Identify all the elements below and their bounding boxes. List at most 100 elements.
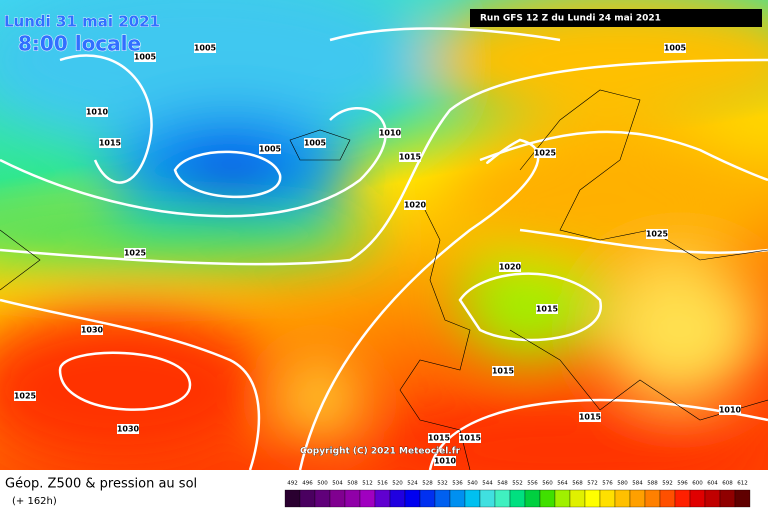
scale-swatch	[644, 489, 661, 508]
scale-swatch	[734, 489, 751, 508]
scale-swatch	[284, 489, 301, 508]
scale-swatch	[524, 489, 541, 508]
isobar-label: 1025	[124, 249, 147, 258]
isobar-label-bg	[379, 128, 401, 138]
isobar-label-bg	[579, 412, 601, 422]
scale-label: 516	[377, 481, 388, 487]
isobar-label-bg	[428, 433, 450, 443]
field	[0, 0, 768, 470]
scale-label: 524	[407, 481, 418, 487]
run-info: Run GFS 12 Z du Lundi 24 mai 2021	[480, 14, 661, 24]
scale-label: 492	[287, 481, 298, 487]
scale-swatch	[554, 489, 571, 508]
scale-swatch	[314, 489, 331, 508]
isobar-label: 1010	[379, 129, 402, 138]
scale-label: 588	[647, 481, 658, 487]
isobar-label-bg	[404, 200, 426, 210]
isobar-label: 1030	[81, 326, 104, 335]
scale-label: 572	[587, 481, 598, 487]
scale-swatch	[449, 489, 466, 508]
scale-label: 560	[542, 481, 553, 487]
scale-swatch	[599, 489, 616, 508]
isobar-label-bg	[99, 138, 121, 148]
scale-swatch	[659, 489, 676, 508]
isobar-label-bg	[399, 152, 421, 162]
scale-label: 604	[707, 481, 718, 487]
scale-label: 504	[332, 481, 343, 487]
scale-label: 536	[452, 481, 463, 487]
isobar-label: 1005	[664, 44, 687, 53]
isobar-label-bg	[194, 43, 216, 53]
isobar-label-bg	[259, 144, 281, 154]
scale-label: 596	[677, 481, 688, 487]
isobar-label-bg	[499, 262, 521, 272]
isobar-label: 1005	[194, 44, 217, 53]
isobar-label: 1025	[534, 149, 557, 158]
scale-swatch	[584, 489, 601, 508]
scale-swatch	[569, 489, 586, 508]
isobar-label: 1010	[719, 406, 742, 415]
isobar-label: 1010	[434, 457, 457, 466]
scale-swatch	[464, 489, 481, 508]
isobar-label-bg	[434, 456, 456, 466]
scale-swatch	[389, 489, 406, 508]
isobar-label-bg	[536, 304, 558, 314]
isobar-label: 1005	[134, 53, 157, 62]
isobar-label-bg	[304, 138, 326, 148]
forecast-date: Lundi 31 mai 2021	[4, 13, 160, 31]
scale-label: 592	[662, 481, 673, 487]
isobar-label-bg	[646, 229, 668, 239]
isobar-label: 1020	[499, 263, 522, 272]
scale-label: 576	[602, 481, 613, 487]
scale-label: 612	[737, 481, 748, 487]
scale-label: 540	[467, 481, 478, 487]
scale-swatch	[509, 489, 526, 508]
isobar-label-bg	[719, 405, 741, 415]
isobar-label-bg	[492, 366, 514, 376]
scale-swatch	[359, 489, 376, 508]
isobar-label-bg	[459, 433, 481, 443]
scale-swatch	[479, 489, 496, 508]
isobar-label: 1025	[14, 392, 37, 401]
coastlines	[0, 89, 768, 470]
scale-swatch	[704, 489, 721, 508]
scale-swatch	[299, 489, 316, 508]
scale-label: 564	[557, 481, 568, 487]
scale-label: 508	[347, 481, 358, 487]
isobar-label-bg	[664, 43, 686, 53]
isobar-label-bg	[81, 325, 103, 335]
scale-swatch	[689, 489, 706, 508]
scale-label: 568	[572, 481, 583, 487]
isobar-label: 1005	[304, 139, 327, 148]
isobar-label: 1015	[99, 139, 122, 148]
scale-swatch	[539, 489, 556, 508]
scale-swatch	[344, 489, 361, 508]
scale-label: 512	[362, 481, 373, 487]
scale-swatch	[329, 489, 346, 508]
scale-swatch	[374, 489, 391, 508]
scale-label: 500	[317, 481, 328, 487]
copyright: Copyright (C) 2021 Meteociel.fr	[300, 447, 461, 457]
scale-swatch	[404, 489, 421, 508]
forecast-time: 8:00 locale	[18, 32, 141, 56]
isobar-label: 1015	[492, 367, 515, 376]
isobar-label-bg	[86, 107, 108, 117]
scale-label: 520	[392, 481, 403, 487]
scale-label: 528	[422, 481, 433, 487]
scale-label: 496	[302, 481, 313, 487]
scale-label: 532	[437, 481, 448, 487]
scale-label: 556	[527, 481, 538, 487]
legend-subtitle: (+ 162h)	[12, 496, 57, 507]
isobar-label: 1020	[404, 201, 427, 210]
scale-swatch	[614, 489, 631, 508]
scale-label: 608	[722, 481, 733, 487]
scale-label: 580	[617, 481, 628, 487]
isobar-label-bg	[124, 248, 146, 258]
scale-swatch	[494, 489, 511, 508]
legend-title: Géop. Z500 & pression au sol	[5, 477, 197, 492]
isobar-label: 1015	[579, 413, 602, 422]
scale-label: 544	[482, 481, 493, 487]
scale-swatch	[719, 489, 736, 508]
